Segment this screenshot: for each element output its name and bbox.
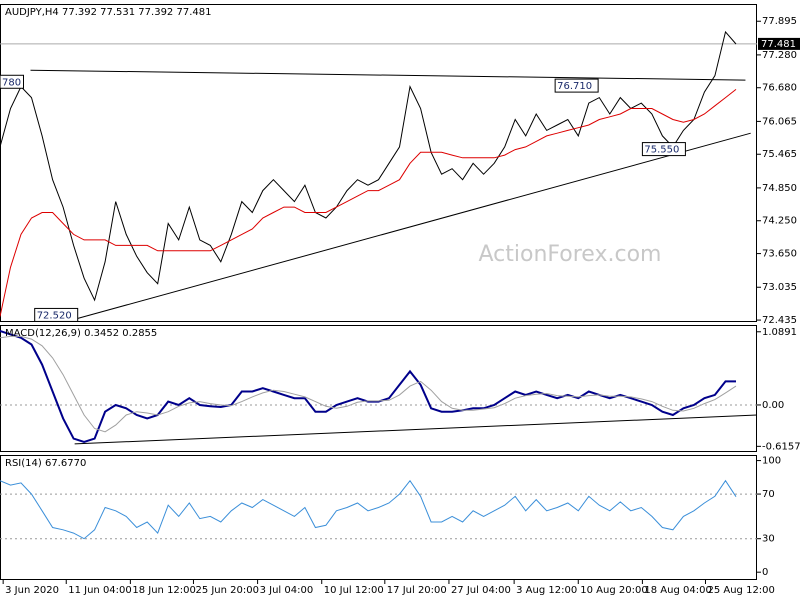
trendline: [74, 132, 751, 320]
price-label: 76.710: [557, 81, 592, 92]
y-tick-label: 0: [762, 567, 768, 578]
y-tick-label: 77.280: [762, 50, 797, 61]
panel-title: MACD(12,26,9) 0.3452 0.2855: [5, 328, 157, 339]
price-label-box: [554, 78, 599, 93]
trendline: [30, 69, 746, 81]
y-tick-label: 100: [762, 456, 781, 467]
x-tick-label: 3 Aug 12:00: [516, 585, 577, 596]
y-tick-label: 1.0891: [762, 327, 797, 338]
y-tick-label: 77.895: [762, 16, 797, 27]
price-label: 780: [2, 77, 21, 88]
x-tick-label: 18 Jun 12:00: [132, 585, 196, 596]
x-tick-label: 3 Jul 04:00: [260, 585, 314, 596]
panel-frame: [0, 325, 757, 452]
y-tick-label: 76.680: [762, 83, 797, 94]
x-tick-label: 10 Aug 20:00: [580, 585, 647, 596]
y-tick-label: 0.00: [762, 400, 784, 411]
y-tick-label: 74.850: [762, 183, 797, 194]
series-line: [0, 30, 737, 302]
watermark: ActionForex.com: [479, 242, 662, 267]
panel-title: RSI(14) 67.6770: [5, 458, 86, 469]
x-tick-label: 11 Jun 04:00: [68, 585, 132, 596]
y-tick-label: 75.465: [762, 149, 797, 160]
series-line: [0, 89, 737, 317]
y-tick-label: 73.650: [762, 249, 797, 260]
series-line: [0, 330, 736, 443]
panel-frame: [0, 455, 757, 580]
x-tick-label: 3 Jun 2020: [5, 585, 59, 596]
series-line: [0, 479, 737, 540]
trendline: [74, 414, 758, 445]
price-label-box: [0, 74, 24, 89]
series-line: [0, 335, 737, 433]
x-tick-label: 10 Jul 12:00: [324, 585, 384, 596]
price-label-box: [34, 307, 79, 322]
price-label: 75.550: [644, 145, 679, 156]
current-price-label: 77.481: [761, 39, 796, 50]
y-tick-label: 30: [762, 534, 775, 545]
current-price-box: [758, 37, 800, 50]
x-tick-label: 25 Jun 20:00: [195, 585, 259, 596]
y-tick-label: 72.435: [762, 315, 797, 326]
y-tick-label: 74.250: [762, 216, 797, 227]
y-tick-label: 73.035: [762, 282, 797, 293]
price-label-box: [641, 142, 686, 157]
x-tick-label: 27 Jul 04:00: [451, 585, 511, 596]
y-tick-label: -0.6157: [762, 441, 800, 452]
x-tick-label: 18 Aug 04:00: [644, 585, 711, 596]
price-label: 72.520: [37, 310, 72, 321]
y-tick-label: 76.065: [762, 116, 797, 127]
x-tick-label: 17 Jul 20:00: [387, 585, 447, 596]
y-tick-label: 70: [762, 489, 775, 500]
panel-title: AUDJPY,H4 77.392 77.531 77.392 77.481: [5, 7, 211, 18]
panel-frame: [0, 4, 757, 322]
x-tick-label: 25 Aug 12:00: [707, 585, 774, 596]
